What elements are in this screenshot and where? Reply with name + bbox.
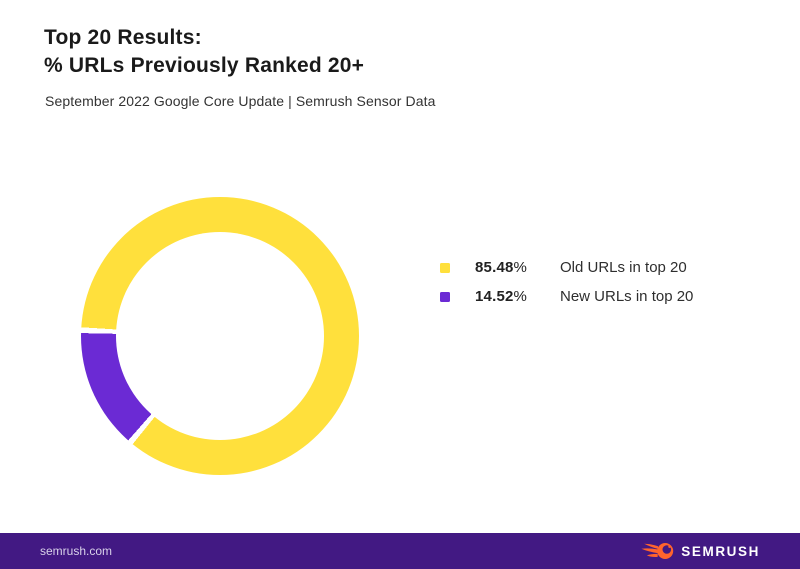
site-url: semrush.com xyxy=(40,544,113,558)
donut-hole xyxy=(116,232,324,440)
chart-subtitle: September 2022 Google Core Update | Semr… xyxy=(45,93,436,109)
legend-label-new-urls: New URLs in top 20 xyxy=(560,288,694,305)
semrush-logo: SEMRUSH xyxy=(641,541,760,561)
legend-item-new-urls: 14.52% New URLs in top 20 xyxy=(440,282,693,311)
header: Top 20 Results: % URLs Previously Ranked… xyxy=(44,24,435,109)
legend-value-new-urls: 14.52% xyxy=(475,288,527,305)
donut-chart xyxy=(81,197,359,475)
semrush-flame-icon xyxy=(641,543,674,559)
chart-title-line-1: Top 20 Results: xyxy=(44,26,202,49)
legend-swatch-new-urls xyxy=(440,291,450,302)
footer: semrush.com SEMRUSH xyxy=(0,533,800,569)
chart-title-line-2: % URLs Previously Ranked 20+ xyxy=(44,54,365,77)
legend-item-old-urls: 85.48% Old URLs in top 20 xyxy=(440,253,693,282)
legend-label-old-urls: Old URLs in top 20 xyxy=(560,259,687,276)
chart-title: Top 20 Results: % URLs Previously Ranked… xyxy=(44,24,435,80)
legend-swatch-old-urls xyxy=(440,262,450,273)
legend-value-old-urls: 85.48% xyxy=(475,259,527,276)
semrush-logo-text: SEMRUSH xyxy=(681,543,760,559)
legend: 85.48% Old URLs in top 20 14.52% New URL… xyxy=(440,253,693,311)
